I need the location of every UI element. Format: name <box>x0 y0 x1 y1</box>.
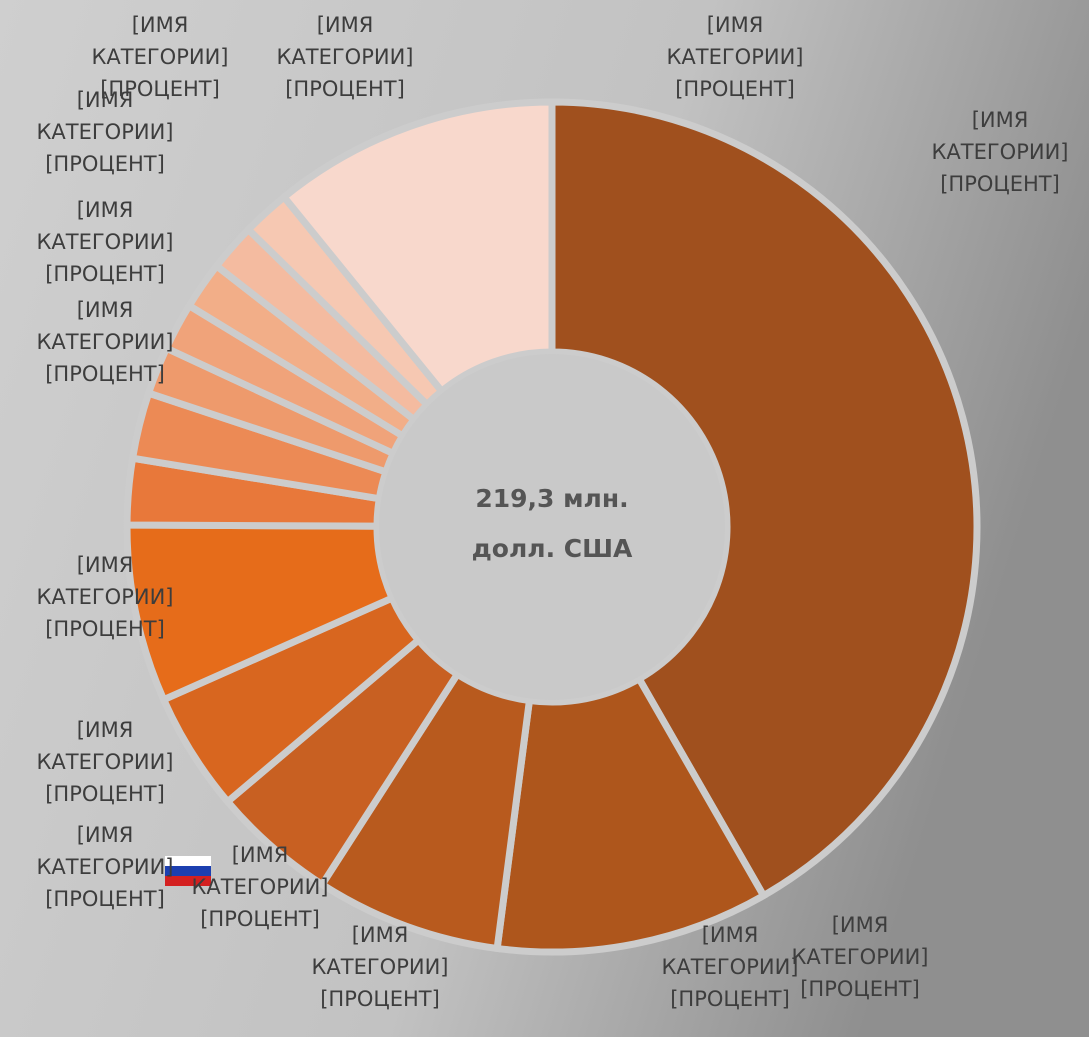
label-line: КАТЕГОРИИ] <box>37 585 174 609</box>
value-label: [ПРОЦЕНТ] <box>320 987 440 1011</box>
label-line: [ИМЯ <box>707 13 764 37</box>
label-line: [ИМЯ <box>77 298 134 322</box>
label-line: КАТЕГОРИИ] <box>192 875 329 899</box>
label-line: КАТЕГОРИИ] <box>932 140 1069 164</box>
chart: 219,3 млн. долл. США [ИМЯКАТЕГОРИИ][ПРОЦ… <box>0 0 1089 1037</box>
value-label: [ПРОЦЕНТ] <box>670 987 790 1011</box>
label-line: КАТЕГОРИИ] <box>277 45 414 69</box>
value-label: [ПРОЦЕНТ] <box>45 362 165 386</box>
label-line: [ИМЯ <box>77 553 134 577</box>
label-line: [ИМЯ <box>77 718 134 742</box>
label-line: [ИМЯ <box>132 13 189 37</box>
value-label: [ПРОЦЕНТ] <box>285 77 405 101</box>
value-label: [ПРОЦЕНТ] <box>675 77 795 101</box>
value-label: [ПРОЦЕНТ] <box>100 77 220 101</box>
label-line: [ИМЯ <box>77 823 134 847</box>
label-line: КАТЕГОРИИ] <box>92 45 229 69</box>
label-line: КАТЕГОРИИ] <box>792 945 929 969</box>
value-label: [ПРОЦЕНТ] <box>45 617 165 641</box>
value-label: [ПРОЦЕНТ] <box>45 262 165 286</box>
label-line: [ИМЯ <box>352 923 409 947</box>
center-text: долл. США <box>472 534 633 563</box>
label-line: КАТЕГОРИИ] <box>37 330 174 354</box>
value-label: [ПРОЦЕНТ] <box>45 887 165 911</box>
value-label: [ПРОЦЕНТ] <box>940 172 1060 196</box>
label-line: КАТЕГОРИИ] <box>37 855 174 879</box>
label-line: [ИМЯ <box>972 108 1029 132</box>
label-line: [ИМЯ <box>232 843 289 867</box>
label-line: [ИМЯ <box>702 923 759 947</box>
label-line: КАТЕГОРИИ] <box>667 45 804 69</box>
label-line: КАТЕГОРИИ] <box>662 955 799 979</box>
label-line: КАТЕГОРИИ] <box>37 750 174 774</box>
label-line: КАТЕГОРИИ] <box>37 120 174 144</box>
label-line: КАТЕГОРИИ] <box>37 230 174 254</box>
value-label: [ПРОЦЕНТ] <box>800 977 920 1001</box>
donut-hole <box>379 354 725 700</box>
center-text: 219,3 млн. <box>475 484 628 513</box>
value-label: [ПРОЦЕНТ] <box>45 152 165 176</box>
label-line: [ИМЯ <box>317 13 374 37</box>
label-line: [ИМЯ <box>832 913 889 937</box>
value-label: [ПРОЦЕНТ] <box>200 907 320 931</box>
label-line: КАТЕГОРИИ] <box>312 955 449 979</box>
value-label: [ПРОЦЕНТ] <box>45 782 165 806</box>
label-line: [ИМЯ <box>77 198 134 222</box>
